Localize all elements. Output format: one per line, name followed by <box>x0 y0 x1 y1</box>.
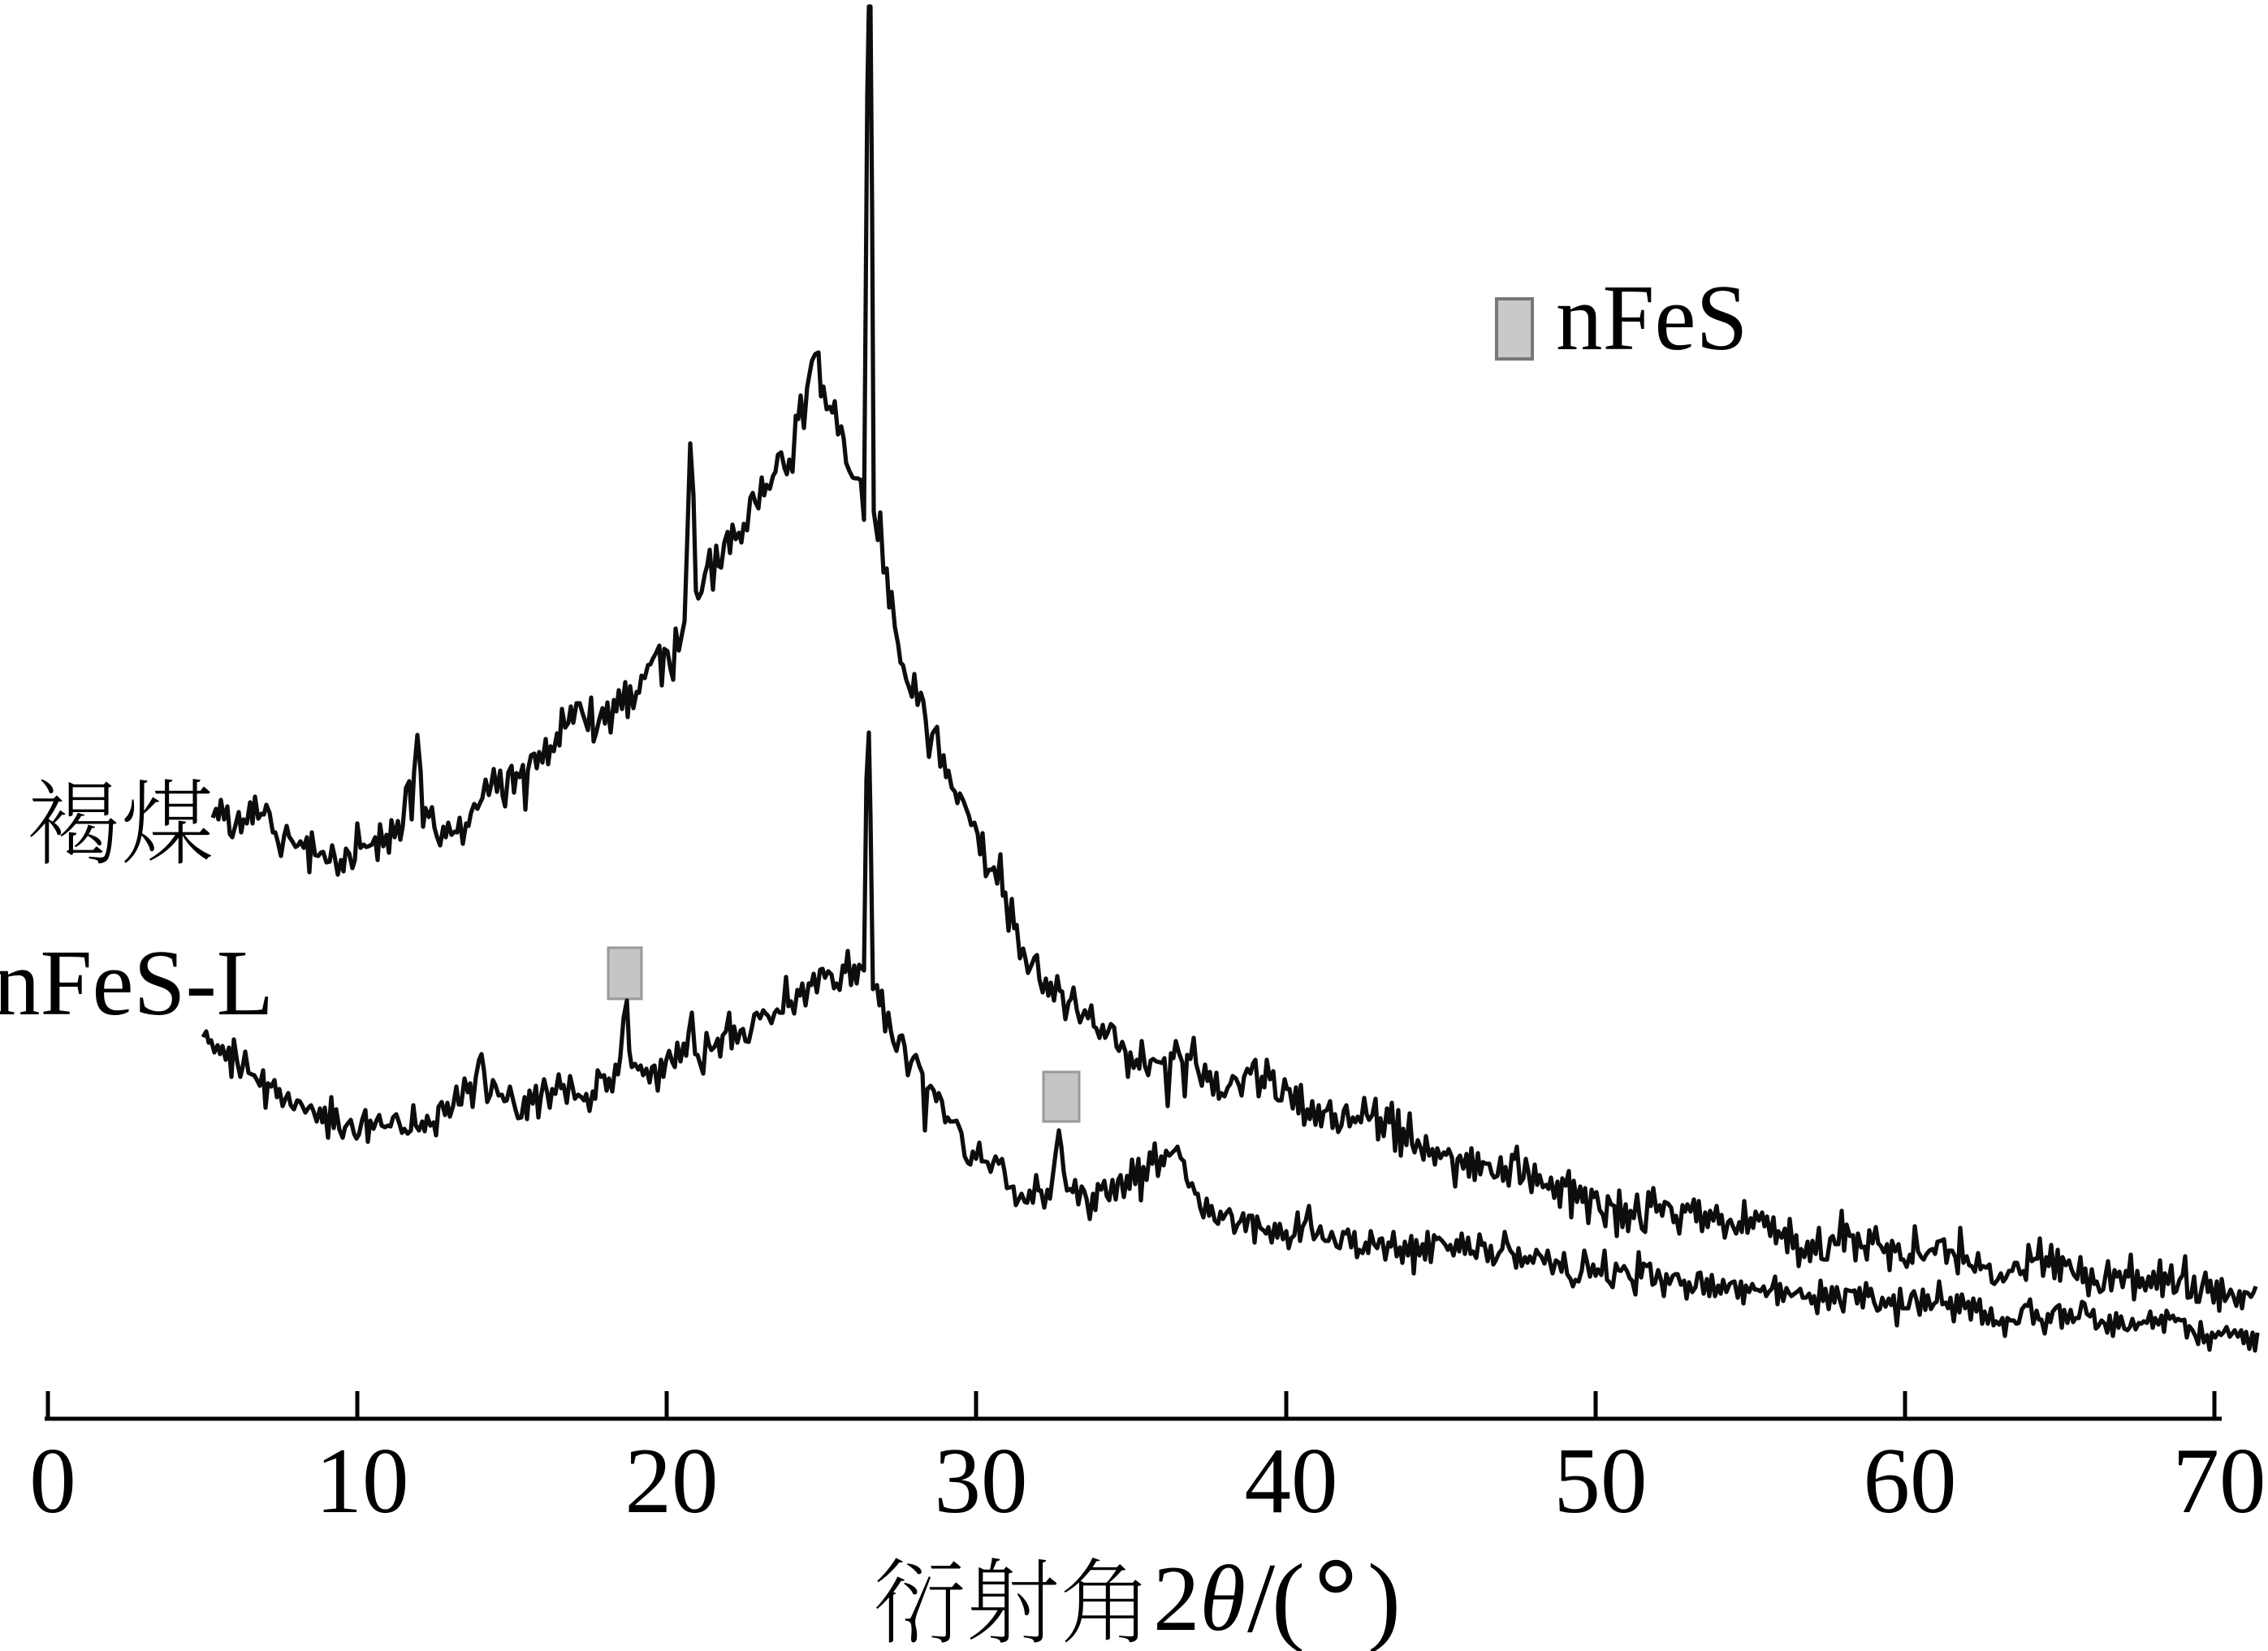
svg-text:40: 40 <box>1245 1429 1338 1532</box>
svg-text:2θ: 2θ <box>1153 1547 1246 1650</box>
svg-text:70: 70 <box>2173 1429 2266 1532</box>
svg-text:60: 60 <box>1864 1429 1957 1532</box>
svg-text:): ) <box>1367 1543 1401 1651</box>
svg-text:/: / <box>1247 1542 1276 1651</box>
svg-text:50: 50 <box>1554 1429 1648 1532</box>
svg-text:nFeS-L: nFeS-L <box>0 931 274 1035</box>
svg-text:10: 10 <box>316 1429 409 1532</box>
svg-text:nFeS: nFeS <box>1556 266 1747 370</box>
svg-text:0: 0 <box>29 1429 76 1532</box>
svg-text:20: 20 <box>625 1429 719 1532</box>
svg-text:(: ( <box>1272 1543 1305 1651</box>
svg-text:30: 30 <box>935 1429 1028 1532</box>
